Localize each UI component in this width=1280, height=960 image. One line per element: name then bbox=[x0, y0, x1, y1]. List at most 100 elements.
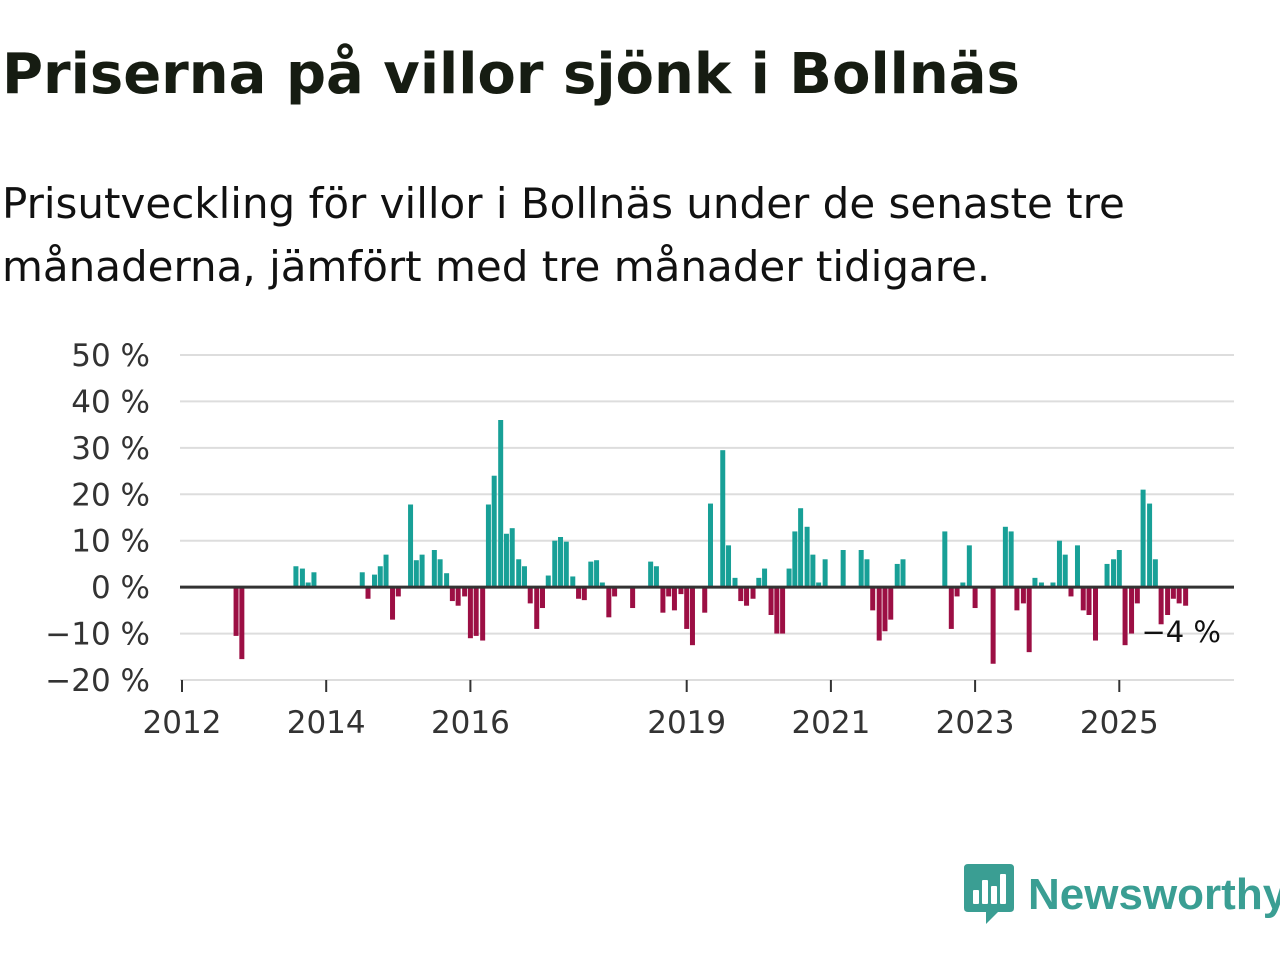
bar bbox=[408, 504, 414, 588]
bar bbox=[390, 587, 396, 620]
bar bbox=[792, 531, 798, 588]
bar bbox=[960, 582, 966, 588]
bar bbox=[804, 526, 810, 588]
bar bbox=[503, 533, 509, 588]
bar bbox=[552, 540, 558, 588]
bar bbox=[534, 587, 540, 629]
bar bbox=[972, 587, 978, 609]
bar bbox=[653, 566, 659, 588]
x-tick-label: 2019 bbox=[647, 705, 726, 741]
bar bbox=[1032, 577, 1038, 588]
y-tick-label: −10 % bbox=[45, 617, 150, 653]
bar bbox=[840, 550, 846, 588]
bar bbox=[563, 541, 569, 588]
bar bbox=[1068, 587, 1074, 597]
bar bbox=[1008, 531, 1014, 588]
bar bbox=[810, 554, 816, 588]
bar bbox=[1026, 587, 1032, 653]
bar bbox=[599, 582, 605, 588]
bar bbox=[1086, 587, 1092, 615]
bar bbox=[738, 587, 744, 602]
bar bbox=[449, 587, 455, 602]
bar bbox=[1062, 554, 1068, 588]
bar bbox=[780, 587, 786, 634]
bar bbox=[1104, 563, 1110, 588]
bar bbox=[612, 587, 618, 597]
bar bbox=[473, 587, 479, 636]
bar bbox=[1147, 503, 1153, 588]
bar bbox=[1020, 587, 1026, 604]
bar bbox=[702, 587, 708, 613]
y-tick-label: 0 % bbox=[91, 570, 150, 606]
bar bbox=[900, 559, 906, 588]
bars bbox=[233, 420, 1189, 664]
bar bbox=[509, 528, 515, 588]
bar bbox=[239, 587, 245, 660]
bar bbox=[305, 582, 311, 588]
bar bbox=[666, 587, 672, 597]
bar bbox=[359, 572, 365, 588]
bar bbox=[990, 587, 996, 664]
bar bbox=[707, 503, 713, 588]
bar bbox=[377, 566, 383, 588]
axes: 50 % 40 % 30 % 20 % 10 % 0 % −10 % −20 % 2012 201… bbox=[45, 338, 1234, 741]
y-tick-label: 10 % bbox=[71, 524, 150, 560]
bar bbox=[762, 568, 768, 588]
bar bbox=[491, 475, 497, 588]
bar bbox=[545, 575, 551, 588]
bar bbox=[413, 560, 419, 588]
bar bbox=[431, 550, 437, 588]
bar bbox=[606, 587, 612, 618]
bar bbox=[594, 560, 600, 588]
bar bbox=[630, 587, 636, 609]
bar bbox=[1050, 582, 1056, 588]
bar bbox=[293, 566, 299, 588]
y-tick-label: 50 % bbox=[71, 338, 150, 374]
y-tick-label: 20 % bbox=[71, 477, 150, 513]
bar bbox=[678, 587, 684, 595]
bar bbox=[1176, 587, 1182, 604]
x-tick-label: 2025 bbox=[1080, 705, 1159, 741]
bar bbox=[870, 587, 876, 611]
y-tick-label: 40 % bbox=[71, 384, 150, 420]
bar bbox=[485, 504, 491, 588]
newsworthy-logo[interactable]: Newsworthy bbox=[964, 864, 1280, 926]
bar bbox=[1170, 587, 1176, 599]
bar bbox=[311, 572, 317, 588]
bar bbox=[1183, 587, 1189, 606]
y-tick-label: 30 % bbox=[71, 431, 150, 467]
bar bbox=[768, 587, 774, 615]
bar bbox=[588, 561, 594, 588]
bar bbox=[954, 587, 960, 597]
x-tick-label: 2021 bbox=[791, 705, 870, 741]
bar-chart: 50 % 40 % 30 % 20 % 10 % 0 % −10 % −20 % 2012 201… bbox=[45, 338, 1234, 741]
bar bbox=[419, 554, 425, 588]
bar bbox=[480, 587, 486, 641]
bar bbox=[660, 587, 666, 613]
bar bbox=[516, 559, 522, 588]
bar bbox=[233, 587, 239, 636]
bar bbox=[365, 587, 371, 599]
bar bbox=[858, 550, 864, 588]
bar bbox=[732, 577, 738, 588]
bar bbox=[894, 563, 900, 588]
bar bbox=[437, 559, 443, 588]
bar bbox=[684, 587, 690, 629]
x-tick-label: 2014 bbox=[287, 705, 366, 741]
y-tick-label: −20 % bbox=[45, 663, 150, 699]
bar bbox=[786, 568, 792, 588]
bar bbox=[467, 587, 473, 639]
bar bbox=[1116, 550, 1122, 588]
bar bbox=[570, 576, 576, 588]
x-tick-label: 2012 bbox=[143, 705, 222, 741]
bar bbox=[462, 587, 468, 597]
bar bbox=[395, 587, 401, 597]
bar bbox=[948, 587, 954, 629]
bar bbox=[720, 450, 726, 588]
brand-name: Newsworthy bbox=[1028, 870, 1280, 919]
bar bbox=[1134, 587, 1140, 604]
bar bbox=[383, 554, 389, 588]
gridlines bbox=[180, 354, 1234, 681]
bar bbox=[1129, 587, 1135, 634]
bar bbox=[822, 559, 828, 588]
